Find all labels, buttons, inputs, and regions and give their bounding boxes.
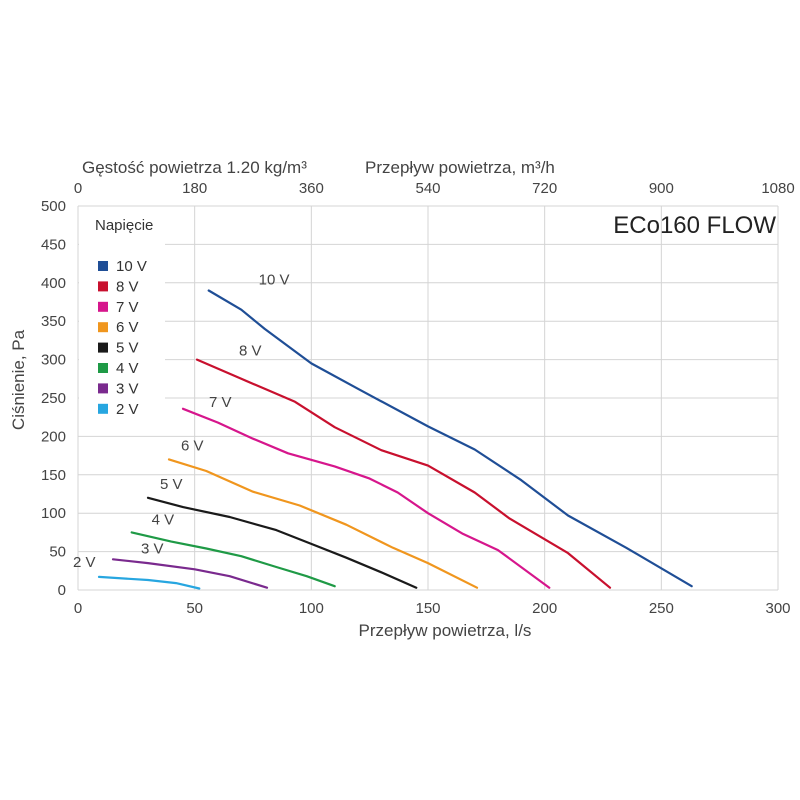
legend-entry: 7 V <box>116 299 139 316</box>
y-tick-label: 450 <box>41 236 66 253</box>
series-lines: 10 V 8 V 7 V 6 V 5 V 4 V 3 V 2 V <box>73 271 693 590</box>
grid <box>77 205 779 591</box>
legend-swatch <box>98 301 108 312</box>
legend-swatch <box>98 281 108 292</box>
y-tick-label: 0 <box>58 582 66 599</box>
y-tick-label: 50 <box>49 544 66 561</box>
series-line <box>111 558 269 589</box>
series-curve-label: 5 V <box>160 476 183 493</box>
y-tick-label: 350 <box>41 313 66 330</box>
x-tick-label: 250 <box>649 600 674 617</box>
y-tick-label: 500 <box>41 198 66 215</box>
series-line <box>97 575 201 590</box>
legend-entry: 8 V <box>116 278 139 295</box>
y-tick-label: 300 <box>41 352 66 369</box>
series-line <box>207 289 693 588</box>
legend-swatch <box>98 261 108 271</box>
legend-entry: 3 V <box>116 380 139 397</box>
legend-swatch <box>98 403 108 414</box>
y-tick-label: 200 <box>41 428 66 445</box>
model-title: ECo160 FLOW <box>613 212 776 239</box>
legend-swatch <box>98 383 108 394</box>
series-curve-label: 2 V <box>73 554 96 571</box>
legend-entry: 6 V <box>116 319 139 336</box>
y-tick-label: 400 <box>41 275 66 292</box>
legend-title: Napięcie <box>95 217 153 234</box>
legend-swatch <box>98 363 108 373</box>
legend-background <box>79 207 165 435</box>
x-tick-label: 0 <box>74 600 82 617</box>
top-tick-label: 360 <box>299 180 324 197</box>
density-label: Gęstość powietrza 1.20 kg/m³ <box>82 158 307 177</box>
legend-entry: 2 V <box>116 401 139 418</box>
series-curve-label: 6 V <box>181 437 204 454</box>
top-axis-title: Przepływ powietrza, m³/h <box>365 158 555 177</box>
top-tick-label: 720 <box>532 180 557 197</box>
x-tick-label: 150 <box>415 600 440 617</box>
x-tick-label: 100 <box>299 600 324 617</box>
series-curve-label: 8 V <box>239 343 262 360</box>
series-curve-label: 10 V <box>259 271 290 288</box>
y-tick-label: 250 <box>41 390 66 407</box>
series-curve-label: 7 V <box>209 394 232 411</box>
top-tick-label: 180 <box>182 180 207 197</box>
top-tick-label: 0 <box>74 180 82 197</box>
y-tick-label: 150 <box>41 467 66 484</box>
legend-entry: 5 V <box>116 340 139 357</box>
series-curve-label: 3 V <box>141 540 164 557</box>
x-tick-label: 200 <box>532 600 557 617</box>
y-tick-label: 100 <box>41 505 66 522</box>
series-line <box>130 531 336 588</box>
top-tick-label: 540 <box>415 180 440 197</box>
series-line <box>146 496 418 589</box>
legend-swatch <box>98 342 108 353</box>
legend-swatch <box>98 322 108 333</box>
x-axis-title: Przepływ powietrza, l/s <box>359 621 532 640</box>
x-tick-label: 300 <box>765 600 790 617</box>
legend: Napięcie 10 V 8 V 7 V 6 V 5 V 4 V 3 V 2 V <box>79 207 165 435</box>
x-tick-label: 50 <box>186 600 203 617</box>
legend-entry: 4 V <box>116 360 139 377</box>
top-tick-label: 900 <box>649 180 674 197</box>
series-line <box>181 407 551 589</box>
series-line <box>195 358 612 589</box>
legend-entry: 10 V <box>116 258 147 275</box>
top-tick-label: 1080 <box>761 180 794 197</box>
y-axis-title: Ciśnienie, Pa <box>9 329 28 430</box>
series-curve-label: 4 V <box>152 511 175 528</box>
series-line <box>167 458 479 589</box>
